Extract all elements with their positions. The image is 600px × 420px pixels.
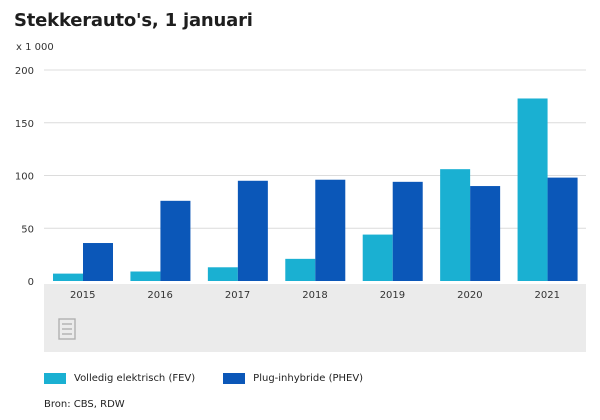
bar-phev-2015 <box>83 243 113 281</box>
legend-swatch-phev <box>223 373 246 384</box>
x-tick-label: 2021 <box>535 290 560 300</box>
cbs-logo-icon <box>58 318 76 340</box>
bar-fev-2016 <box>130 271 161 281</box>
legend: Volledig elektrisch (FEV) Plug-inhybride… <box>44 373 391 384</box>
y-tick-label: 50 <box>21 224 34 235</box>
bar-fev-2018 <box>285 258 316 281</box>
chart-title: Stekkerauto's, 1 januari <box>14 10 253 31</box>
bar-fev-2019 <box>362 234 393 281</box>
x-axis-panel <box>44 284 586 352</box>
bar-chart: 0 50 100 150 200 2015 2016 2017 2018 2019 2020 202… <box>15 66 586 300</box>
y-tick-label: 0 <box>28 277 34 288</box>
x-tick-label: 2015 <box>70 290 95 300</box>
bar-phev-2020 <box>470 186 501 281</box>
bar-phev-2017 <box>237 180 268 281</box>
x-tick-label: 2017 <box>225 290 250 300</box>
x-tick-labels: 2015 2016 2017 2018 2019 2020 2021 <box>70 290 560 300</box>
bar-layer <box>53 98 578 281</box>
x-tick-label: 2020 <box>457 290 482 300</box>
bar-fev-2017 <box>207 267 238 281</box>
bar-fev-2021 <box>517 98 548 281</box>
y-tick-label: 100 <box>15 172 34 183</box>
bar-fev-2020 <box>440 169 471 281</box>
legend-label-phev: Plug-inhybride (PHEV) <box>253 373 364 384</box>
unit-label: x 1 000 <box>16 42 54 53</box>
legend-item-phev: Plug-inhybride (PHEV) <box>223 373 363 384</box>
legend-item-fev: Volledig elektrisch (FEV) <box>44 373 195 384</box>
bar-phev-2018 <box>315 179 346 281</box>
y-tick-labels: 0 50 100 150 200 <box>15 66 34 288</box>
bar-phev-2019 <box>392 181 423 281</box>
bar-phev-2021 <box>547 177 578 281</box>
source-note: Bron: CBS, RDW <box>44 399 125 410</box>
x-tick-label: 2016 <box>147 290 172 300</box>
grid-layer <box>44 69 586 229</box>
legend-label-fev: Volledig elektrisch (FEV) <box>74 373 196 384</box>
bar-fev-2015 <box>53 273 83 281</box>
y-tick-label: 200 <box>15 66 34 77</box>
legend-swatch-fev <box>44 373 66 384</box>
bar-phev-2016 <box>160 200 191 281</box>
x-tick-label: 2019 <box>380 290 405 300</box>
y-tick-label: 150 <box>15 119 34 130</box>
x-tick-label: 2018 <box>302 290 327 300</box>
